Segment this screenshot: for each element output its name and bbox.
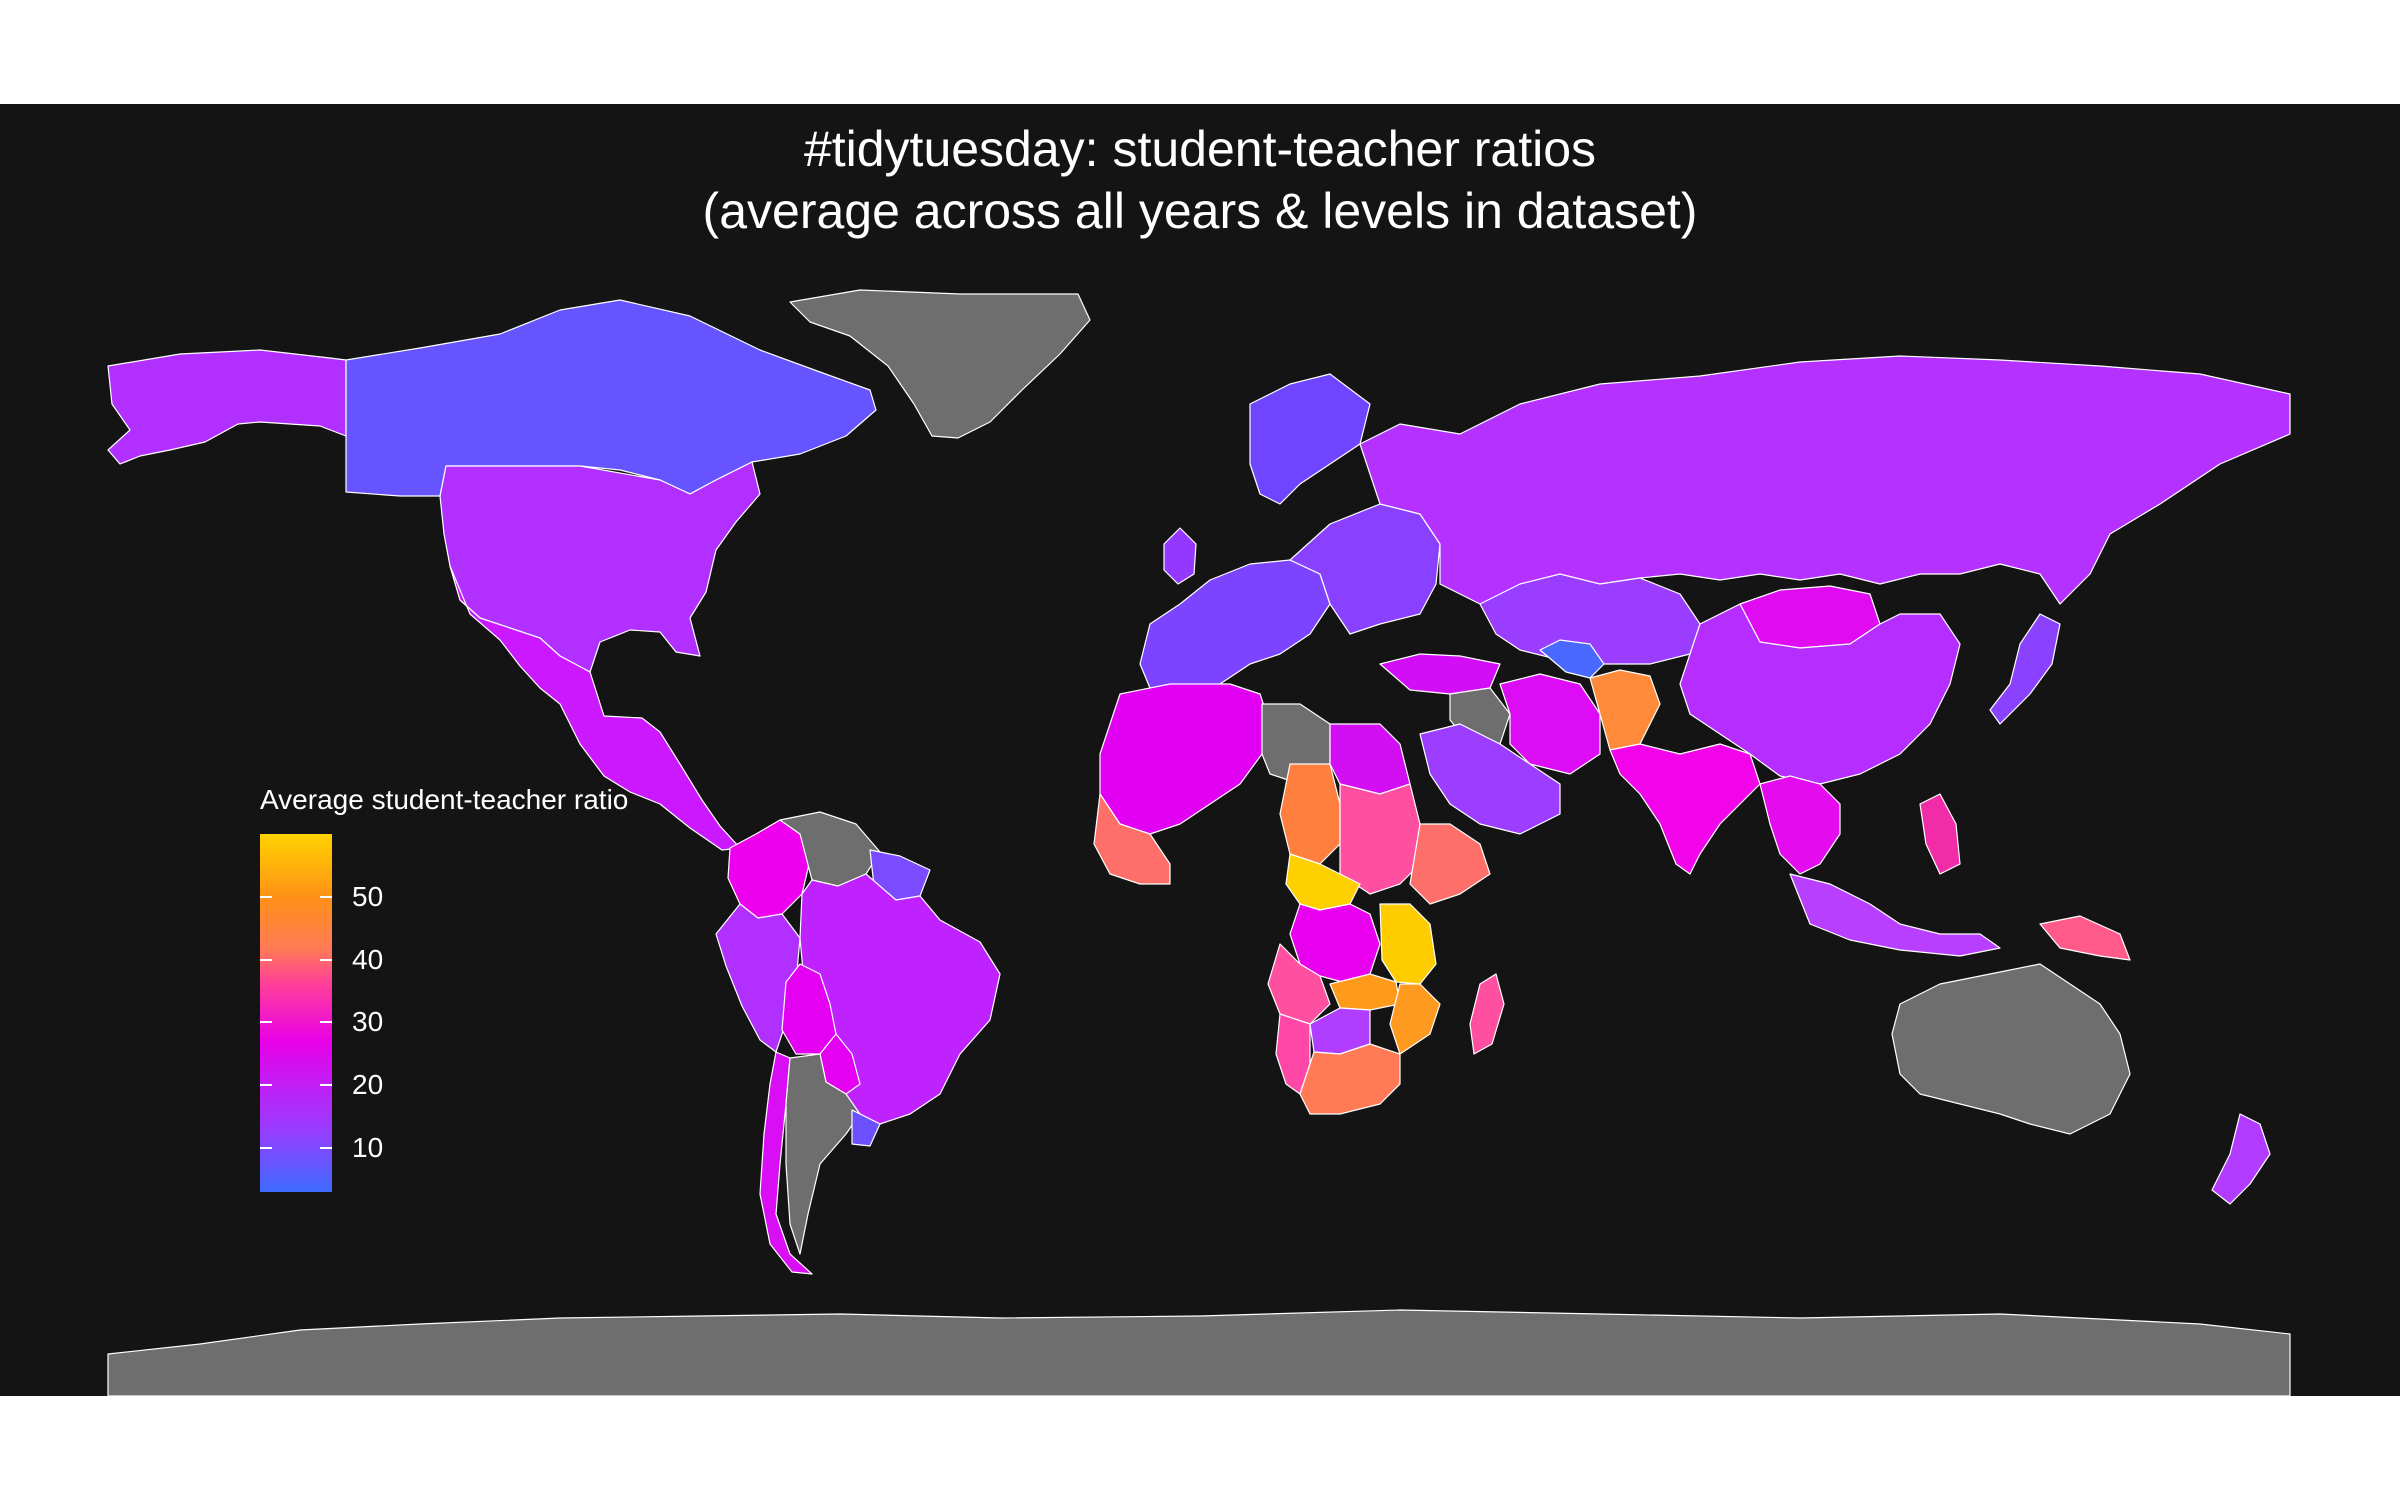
region-west-africa <box>1093 793 1171 885</box>
region-mozambique <box>1389 983 1441 1055</box>
legend-colorbar <box>260 834 332 1192</box>
region-eastern-europe <box>1289 503 1441 635</box>
region-western-europe <box>1139 559 1331 695</box>
region-greenland <box>789 289 1091 439</box>
region-north-africa <box>1099 683 1271 835</box>
region-southeast-asia <box>1759 775 1841 875</box>
region-chad <box>1279 763 1341 865</box>
region-mexico <box>449 565 741 851</box>
region-png <box>2039 915 2131 961</box>
title-line-2: (average across all years & levels in da… <box>702 183 1698 239</box>
plot-panel: #tidytuesday: student-teacher ratios (av… <box>0 104 2400 1396</box>
region-india <box>1609 743 1761 875</box>
region-uzbekistan <box>1539 639 1605 679</box>
region-ethiopia <box>1409 823 1491 905</box>
title-line-1: #tidytuesday: student-teacher ratios <box>803 121 1597 177</box>
region-australia <box>1891 963 2131 1135</box>
region-egypt <box>1329 723 1411 795</box>
region-colombia <box>727 819 811 919</box>
region-saudi-arabia <box>1419 723 1561 835</box>
legend-title: Average student-teacher ratio <box>260 784 629 815</box>
region-uk <box>1163 527 1197 585</box>
region-south-africa <box>1299 1043 1401 1115</box>
region-iran <box>1499 673 1601 775</box>
legend-tick-label: 10 <box>352 1132 384 1164</box>
region-scandinavia <box>1249 373 1371 505</box>
region-afghanistan <box>1589 669 1661 751</box>
region-madagascar <box>1469 973 1505 1055</box>
region-turkey <box>1379 653 1501 695</box>
region-antarctica <box>107 1309 2291 1396</box>
region-tanzania <box>1379 903 1437 985</box>
region-argentina <box>785 1053 861 1255</box>
region-philippines <box>1919 793 1961 875</box>
legend-tick-label: 30 <box>352 1006 384 1038</box>
region-china <box>1679 603 1961 785</box>
map-title: #tidytuesday: student-teacher ratios (av… <box>0 118 2400 242</box>
region-angola <box>1267 943 1331 1025</box>
region-united-states <box>439 461 761 673</box>
region-russia <box>1359 355 2291 625</box>
region-peru <box>715 903 801 1053</box>
region-canada <box>345 299 877 497</box>
legend-tick-label: 20 <box>352 1069 384 1101</box>
legend-tick-label: 40 <box>352 943 384 975</box>
region-sudan <box>1339 783 1421 895</box>
region-japan <box>1989 613 2061 725</box>
region-indonesia <box>1789 873 2001 957</box>
legend-tick-label: 50 <box>352 880 384 912</box>
world-map <box>107 289 2291 1396</box>
region-uruguay <box>851 1109 881 1147</box>
region-alaska <box>107 349 347 465</box>
region-new-zealand <box>2211 1113 2271 1205</box>
